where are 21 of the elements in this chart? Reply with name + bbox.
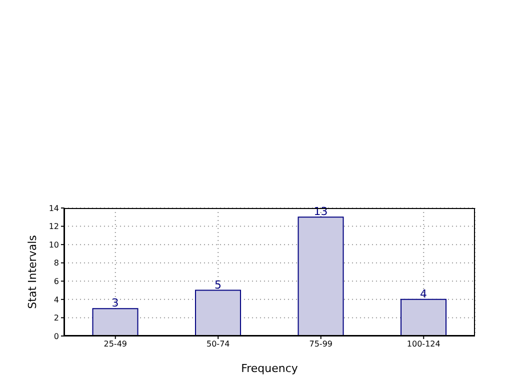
- y-tick-label: 0: [54, 332, 59, 341]
- y-tick-label: 14: [48, 204, 59, 213]
- y-tick-label: 10: [48, 240, 59, 250]
- x-tick-label: 100-124: [406, 340, 440, 349]
- bar: [298, 216, 344, 336]
- y-tick-label: 2: [54, 314, 59, 323]
- y-tick-label: 4: [54, 295, 59, 304]
- bar: [400, 298, 447, 336]
- data-label: 3: [112, 296, 119, 310]
- x-tick-label: 25-49: [104, 340, 127, 349]
- data-label: 4: [420, 287, 428, 300]
- y-tick-label: 12: [48, 222, 59, 232]
- x-tick-label: 50-74: [206, 340, 230, 349]
- data-label: 5: [214, 278, 222, 292]
- bar: [92, 308, 138, 336]
- bar: [195, 290, 242, 336]
- y-tick-label: 6: [54, 276, 59, 286]
- y-tick-label: 8: [54, 258, 59, 268]
- x-axis-title: Frequency: [241, 362, 298, 375]
- y-axis-title: Stat Intervals: [26, 234, 39, 309]
- x-tick-label: 75-99: [309, 340, 332, 349]
